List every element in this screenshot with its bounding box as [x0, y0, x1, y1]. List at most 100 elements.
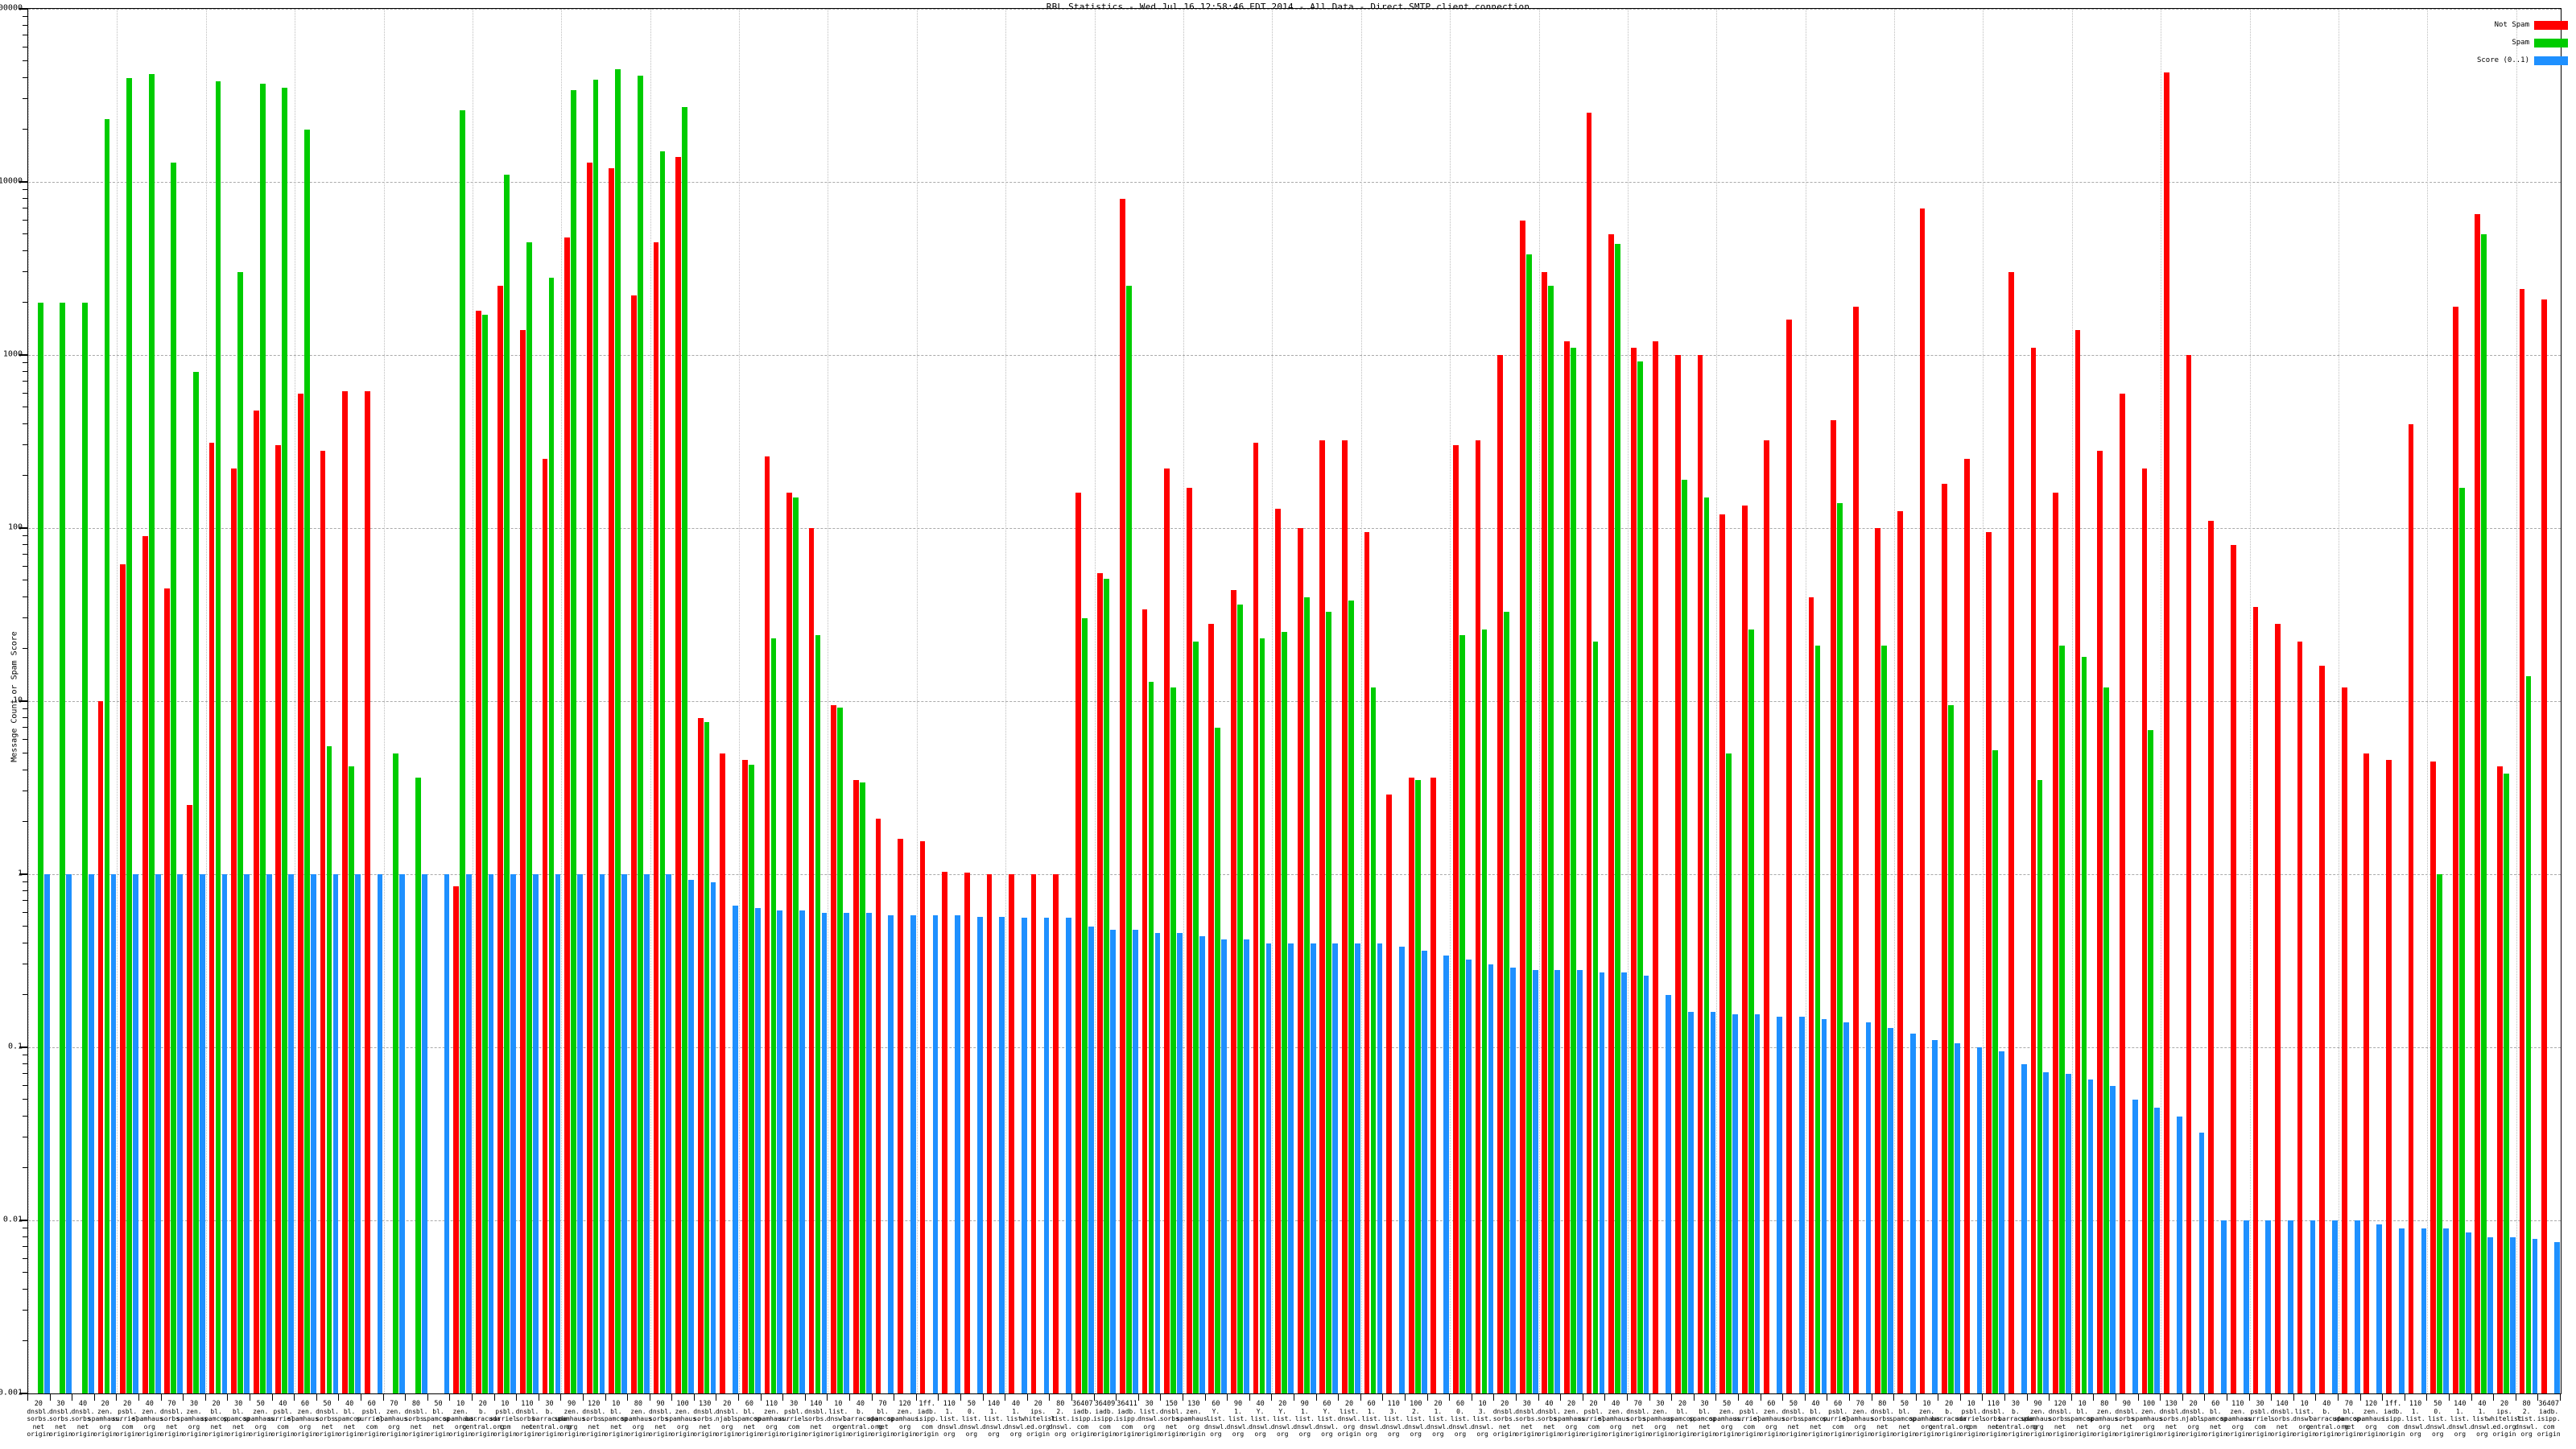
x-axis-tick	[1204, 1393, 1206, 1401]
x-axis-name-part: psbl.	[361, 1408, 382, 1416]
bar-score	[1554, 969, 1561, 1393]
bar-spam	[1881, 645, 1888, 1393]
x-axis-name-part: zen.	[186, 1408, 202, 1416]
x-axis-name-part: dnsbl.	[515, 1408, 539, 1416]
x-axis-name-part: origin	[226, 1430, 250, 1438]
y-gridline	[28, 701, 2561, 702]
x-axis-group-label: 110 zen. spamhaus. org origin	[2217, 1400, 2259, 1438]
x-axis-name-part: zen.	[142, 1408, 158, 1416]
x-axis-tick	[2204, 1393, 2206, 1401]
y-gridline	[28, 874, 2561, 875]
x-axis-name-part: com	[921, 1422, 933, 1430]
x-axis-name-part: net	[1521, 1422, 1533, 1430]
bar-notspam	[1364, 531, 1370, 1393]
x-axis-group-label: 60 Y. list. dnswl. org	[1306, 1400, 1348, 1438]
legend-item[interactable]: Spam	[2420, 34, 2568, 52]
x-axis-count: 10	[501, 1400, 510, 1408]
x-axis-name-part: central.org	[839, 1422, 882, 1430]
x-axis-count: 80	[411, 1400, 421, 1408]
x-axis-tick	[1649, 1393, 1650, 1401]
x-axis-group-label: 70 bl. spamcop. net origin	[2328, 1400, 2370, 1438]
x-axis-name-part: spamcop.	[867, 1415, 898, 1423]
x-axis-name-part: zen.	[1763, 1408, 1779, 1416]
bar-spam	[659, 151, 666, 1393]
y-axis-minor-tick	[23, 881, 27, 882]
bar-spam	[326, 745, 332, 1393]
x-axis-count: 70	[2344, 1400, 2353, 1408]
bar-score	[1465, 960, 1472, 1393]
x-axis-count: 60	[1767, 1400, 1776, 1408]
bar-score	[2132, 1099, 2138, 1393]
x-axis-tick	[2026, 1393, 2028, 1401]
x-axis-name-part: origin	[1781, 1430, 1806, 1438]
x-axis-name-part: zen.	[97, 1408, 114, 1416]
x-axis-name-part: net	[321, 1422, 333, 1430]
plot-area	[27, 8, 2562, 1394]
x-axis-name-part: com	[1076, 1422, 1089, 1430]
x-axis-name-part: sorbs.	[1870, 1415, 1894, 1423]
x-axis-group-label: 40 zen. spamhaus. org origin	[129, 1400, 171, 1438]
x-axis-group-label: 40 zen. spamhaus. org origin	[1595, 1400, 1637, 1438]
legend-item[interactable]: Not Spam	[2420, 16, 2568, 34]
y-axis-tick	[19, 8, 27, 10]
legend-item[interactable]: Score (0..1)	[2420, 52, 2568, 69]
x-axis-name-part: org	[2187, 1422, 2199, 1430]
x-axis-group-label: 80 2. list. dnswl. org	[1039, 1400, 1081, 1438]
x-axis-name-part: net	[32, 1422, 45, 1430]
bar-spam	[460, 109, 465, 1393]
bar-score	[355, 874, 361, 1393]
x-axis-name-part: zen.	[452, 1408, 469, 1416]
x-axis-name-part: origin	[48, 1430, 72, 1438]
x-axis-tick	[1893, 1393, 1895, 1401]
x-axis-name-part: 3.	[1478, 1408, 1487, 1416]
x-axis-tick	[849, 1393, 851, 1401]
x-axis-tick	[1493, 1393, 1495, 1401]
x-axis-name-part: origin	[2226, 1430, 2250, 1438]
bar-notspam	[2519, 289, 2525, 1393]
y-axis-minor-tick	[23, 554, 27, 555]
bar-spam	[82, 303, 88, 1393]
bar-score	[1243, 939, 1249, 1393]
x-axis-name-part: surriel.	[1733, 1415, 1765, 1423]
x-axis-group-label: 140 1. list. dnswl. org	[2439, 1400, 2481, 1438]
bar-spam	[148, 74, 155, 1393]
x-axis-name-part: zen.	[1652, 1408, 1668, 1416]
x-axis-name-part: 1.	[2411, 1408, 2420, 1416]
bar-score	[777, 910, 783, 1393]
y-axis-minor-tick	[23, 76, 27, 78]
x-axis-name-part: origin	[760, 1430, 783, 1438]
x-axis-group-label: 70 bl. spamcop. net origin	[861, 1400, 903, 1438]
x-axis-name-part: origin	[1693, 1430, 1716, 1438]
x-axis-name-part: org	[2032, 1422, 2044, 1430]
legend-item-label: Spam	[2512, 39, 2529, 47]
x-axis-name-part: origin	[404, 1430, 428, 1438]
y-axis-tick-label: 1	[17, 869, 23, 878]
x-axis-name-part: sorbs.	[804, 1415, 828, 1423]
x-axis-count: 80	[2100, 1400, 2109, 1408]
bar-score	[88, 874, 94, 1393]
x-axis-name-part: list.	[1005, 1415, 1026, 1423]
x-axis-name-part: dnswl.	[1137, 1415, 1162, 1423]
x-axis-group-label: 36409 iadb. isipp. com origin	[1084, 1400, 1125, 1438]
x-axis-group-label: 10 psbl. surriel. com origin	[1951, 1400, 1992, 1438]
x-axis-group-label: 130 zen. spamhaus. org origin	[1173, 1400, 1215, 1438]
bar-spam	[282, 88, 288, 1393]
x-axis-name-part: origin	[2026, 1430, 2050, 1438]
y-gridline	[28, 9, 2561, 10]
bar-spam	[1259, 638, 1265, 1393]
x-axis-tick	[1538, 1393, 1539, 1401]
x-axis-name-part: barracuda	[531, 1415, 568, 1423]
x-axis-name-part: net	[2343, 1422, 2355, 1430]
x-axis-name-part: psbl.	[273, 1408, 293, 1416]
x-axis-name-part: sorbs.	[649, 1415, 672, 1423]
bar-spam	[1481, 629, 1488, 1393]
x-axis-count: 10	[834, 1400, 843, 1408]
x-axis-tick	[693, 1393, 695, 1401]
bar-notspam	[1342, 440, 1348, 1393]
x-axis-name-part: net	[1165, 1422, 1178, 1430]
x-gridline	[1716, 9, 1718, 1393]
x-axis-name-part: origin	[804, 1430, 828, 1438]
x-axis-name-part: com	[1121, 1422, 1133, 1430]
bar-spam	[1414, 780, 1421, 1393]
bar-spam	[1948, 704, 1954, 1393]
